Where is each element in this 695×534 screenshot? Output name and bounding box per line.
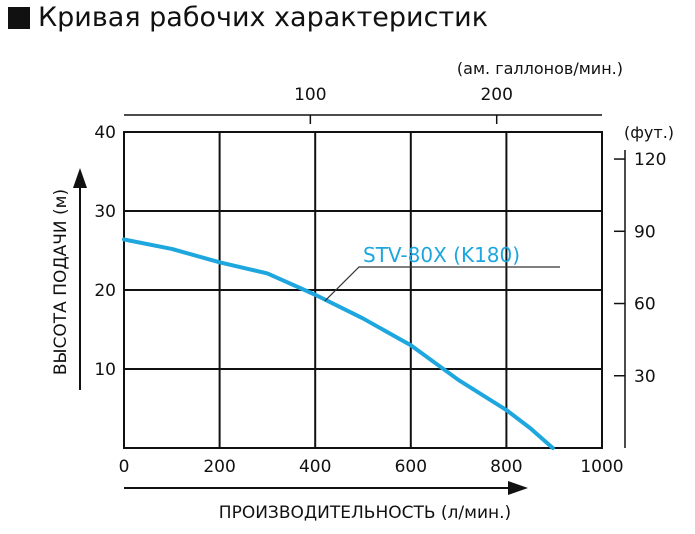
x-tick-label: 200: [203, 457, 235, 477]
x2-tick-label: 100: [294, 85, 326, 105]
x-tick-label: 800: [490, 457, 522, 477]
y-tick-label: 10: [94, 360, 116, 380]
y2-tick-label: 90: [634, 222, 656, 242]
series-label: STV-80X (K180): [363, 243, 520, 267]
y2-axis-label: (фут.): [624, 123, 674, 142]
chart-title: Кривая рабочих характеристик: [38, 2, 489, 33]
x2-tick-label: 200: [480, 85, 512, 105]
y-tick-label: 30: [94, 202, 116, 222]
y-tick-label: 40: [94, 123, 116, 143]
y2-tick-label: 60: [634, 295, 656, 315]
series-line: [122, 237, 555, 450]
y-arrow-head-icon: [73, 168, 87, 188]
series-label-leader: [324, 266, 560, 302]
y2-tick-label: 120: [634, 150, 666, 170]
y-tick-label: 20: [94, 281, 116, 301]
x2-axis-label: (ам. галлонов/мин.): [457, 59, 623, 78]
x-axis-label: ПРОИЗВОДИТЕЛЬНОСТЬ (л/мин.): [219, 503, 511, 523]
x-tick-label: 0: [119, 457, 130, 477]
y2-tick-label: 30: [634, 367, 656, 387]
y-axis-label: ВЫСОТА ПОДАЧИ (м): [51, 189, 71, 375]
title-square-icon: [8, 6, 30, 29]
x-tick-label: 400: [299, 457, 331, 477]
x-tick-label: 600: [395, 457, 427, 477]
x-tick-label: 1000: [580, 457, 623, 477]
chart-title-row: Кривая рабочих характеристик: [8, 2, 488, 33]
x-arrow-head-icon: [508, 481, 528, 495]
